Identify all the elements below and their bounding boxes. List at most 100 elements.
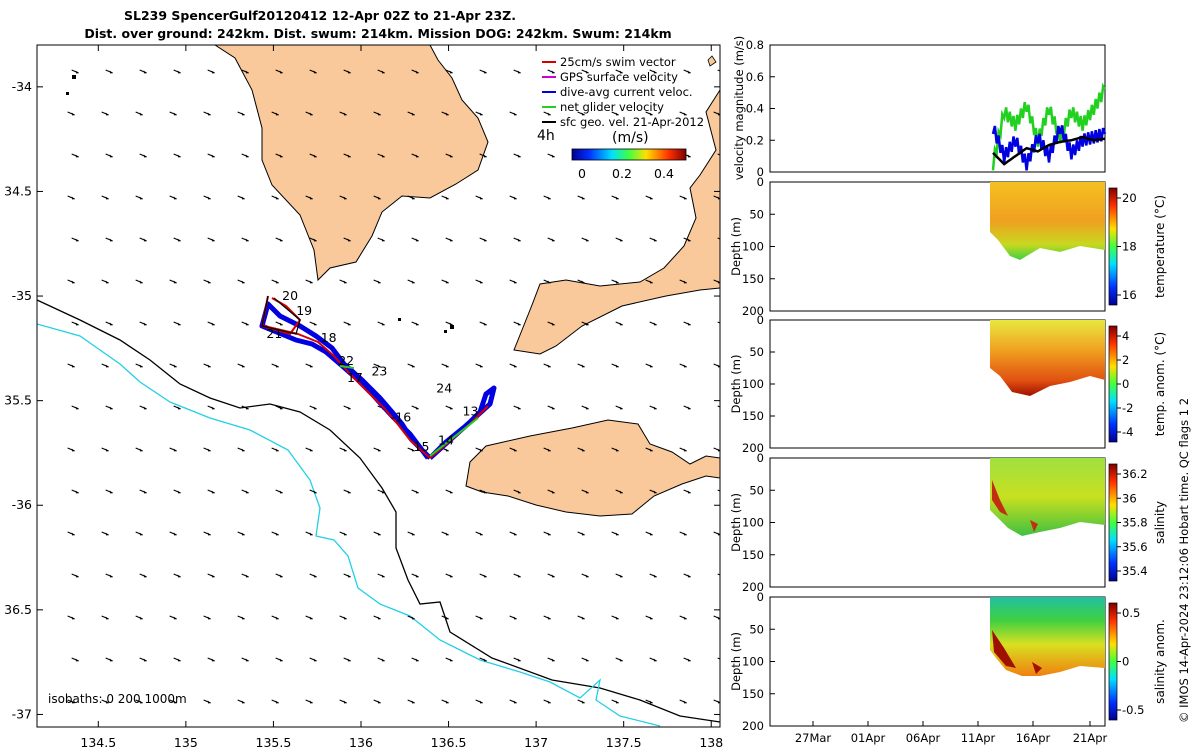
depth-tick-label: 100: [742, 655, 764, 669]
vector-head: [241, 700, 245, 704]
vector-head: [313, 322, 317, 326]
colorbar-label: salinity: [1153, 501, 1167, 544]
vector-head: [309, 112, 313, 116]
vector-head: [683, 616, 687, 620]
vector-head: [653, 574, 657, 578]
track-day-label: 23: [371, 364, 387, 379]
colorbar-tick-label: 4: [1122, 329, 1129, 343]
vector-head: [717, 448, 720, 452]
vector-head: [411, 364, 415, 368]
vector-head: [619, 574, 623, 578]
vector-head: [207, 448, 211, 452]
vector-head: [517, 490, 521, 494]
vector-head: [177, 574, 181, 578]
map-axis-ticks: 134.5 135 135.5 136 136.5 137 137.5 138 -34 34.5 -…: [4, 45, 723, 750]
vector-head: [71, 532, 75, 536]
vector-head: [309, 532, 313, 536]
colorbar-tick-label: 18: [1122, 240, 1137, 254]
vector-head: [241, 364, 245, 368]
vector-head: [449, 406, 453, 410]
vector-head: [139, 532, 143, 536]
vector-head: [649, 448, 653, 452]
vector-head: [173, 700, 177, 704]
vector-head: [445, 196, 449, 200]
land-fleurieu: [513, 89, 720, 355]
vector-head: [245, 490, 249, 494]
vector-head: [241, 616, 245, 620]
vector-head: [105, 112, 109, 116]
vector-head: [415, 406, 419, 410]
vector-head: [71, 364, 75, 368]
colorbar-tick-label: -0.5: [1122, 703, 1144, 717]
vector-head: [449, 574, 453, 578]
vector-head: [173, 196, 177, 200]
vector-head: [517, 238, 521, 242]
vector-head: [415, 154, 419, 158]
vector-head: [279, 406, 283, 410]
vector-head: [347, 574, 351, 578]
vector-head: [245, 574, 249, 578]
vector-head: [211, 658, 215, 662]
depth-tick-label: 150: [742, 687, 764, 701]
vector-head: [343, 532, 347, 536]
vector-head: [479, 532, 483, 536]
lat-tick-label: -36: [12, 497, 32, 512]
vector-head: [585, 658, 589, 662]
track-day-label: 19: [296, 303, 312, 318]
vector-head: [483, 322, 487, 326]
vector-head: [109, 322, 113, 326]
vector-head: [585, 406, 589, 410]
vector-head: [649, 196, 653, 200]
vector-head: [551, 574, 555, 578]
lat-tick-label: 34.5: [4, 183, 32, 198]
vector-head: [139, 364, 143, 368]
vector-head: [415, 238, 419, 242]
depth-tick-label: 50: [749, 207, 764, 221]
vector-head: [105, 532, 109, 536]
lat-tick-label: -37: [12, 706, 32, 721]
vector-head: [109, 490, 113, 494]
vector-head: [649, 616, 653, 620]
vector-head: [585, 70, 589, 74]
title-line-1: SL239 SpencerGulf20120412 12-Apr 02Z to …: [124, 8, 516, 23]
vector-head: [581, 280, 585, 284]
vector-head: [71, 112, 75, 116]
vector-head: [139, 700, 143, 704]
vector-head: [615, 280, 619, 284]
vector-head: [683, 280, 687, 284]
vector-head: [109, 154, 113, 158]
vector-head: [683, 112, 687, 116]
vector-head: [275, 364, 279, 368]
colorbar-tick-label: 35.6: [1122, 540, 1148, 554]
vector-head: [717, 196, 720, 200]
vector-head: [343, 196, 347, 200]
vector-head: [211, 154, 215, 158]
vector-head: [722, 155, 725, 158]
colorbar-tick-label: 36.2: [1122, 467, 1148, 481]
vector-head: [75, 658, 79, 662]
vector-head: [143, 490, 147, 494]
date-tick-label: 16Apr: [1016, 731, 1051, 745]
vector-head: [139, 196, 143, 200]
vector-head: [347, 238, 351, 242]
vector-head: [143, 406, 147, 410]
vector-head: [105, 616, 109, 620]
vector-head: [177, 154, 181, 158]
vector-head: [722, 407, 725, 410]
colorbar-label: salinity anom.: [1153, 619, 1167, 704]
time-series-panels: 0 0.2 0.4 0.6 0.8 velocity magnitude (m/s) 0…: [729, 36, 1167, 745]
vector-head: [411, 700, 415, 704]
vector-head: [479, 700, 483, 704]
vector-head: [615, 700, 619, 704]
vector-head: [313, 574, 317, 578]
vector-head: [615, 196, 619, 200]
colorbar-tick-label: 16: [1122, 288, 1137, 302]
velocity-tick-label: 0.8: [746, 38, 764, 52]
vector-head: [275, 112, 279, 116]
vector-head: [717, 280, 720, 284]
vector-head: [377, 700, 381, 704]
vector-head: [109, 574, 113, 578]
lon-tick-label: 137.5: [606, 735, 642, 750]
vector-arrow: [717, 69, 720, 72]
